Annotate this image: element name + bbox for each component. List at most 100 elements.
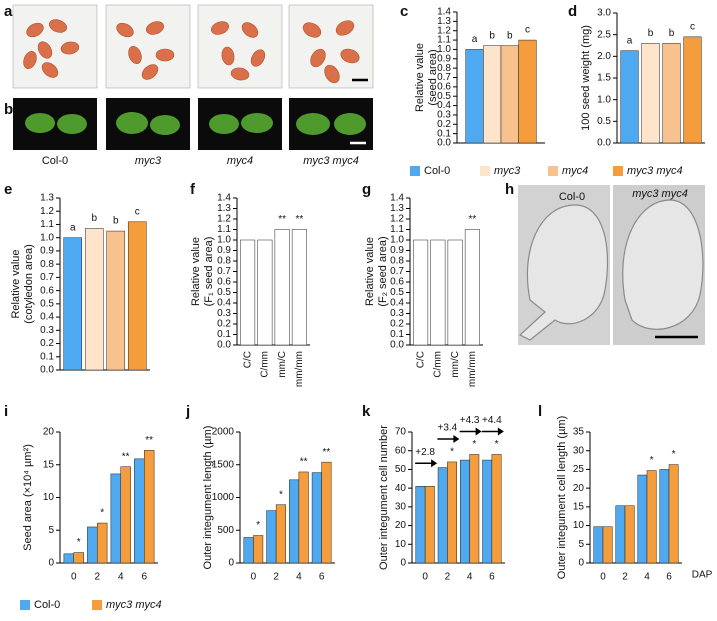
y-tick-label: 0.5 bbox=[390, 287, 404, 298]
y-tick-label: 15 bbox=[573, 501, 585, 512]
y-axis-label: (F₁ seed area) bbox=[203, 237, 215, 307]
bar bbox=[298, 471, 309, 564]
panel-label: e bbox=[4, 181, 12, 198]
y-tick-label: 40 bbox=[395, 483, 407, 494]
bar bbox=[415, 486, 426, 564]
panel-label: j bbox=[185, 403, 190, 420]
x-tick-label: 6 bbox=[319, 572, 325, 583]
bar bbox=[465, 49, 484, 144]
y-tick-label: 0.2 bbox=[217, 319, 231, 330]
y-tick-label: 1.2 bbox=[390, 214, 404, 225]
y-tick-label: 5 bbox=[48, 525, 54, 536]
y-axis-label: Seed area (×10⁴ µm²) bbox=[22, 444, 34, 551]
x-tick-label: 2 bbox=[273, 572, 279, 583]
x-tick-label: 0 bbox=[71, 572, 77, 583]
panel-label: i bbox=[4, 403, 8, 420]
panel-label: k bbox=[362, 403, 371, 420]
y-tick-label: 50 bbox=[395, 464, 407, 475]
bar bbox=[144, 450, 155, 564]
legend-swatch bbox=[410, 166, 420, 176]
y-tick-label: 0.8 bbox=[217, 256, 231, 267]
y-tick-label: 0.3 bbox=[437, 110, 451, 121]
seed-photos bbox=[12, 4, 374, 89]
y-tick-label: 1.3 bbox=[390, 203, 404, 214]
y-tick-label: 0.0 bbox=[217, 340, 231, 351]
significance-label: b bbox=[648, 28, 654, 39]
x-tick-label: 2 bbox=[94, 572, 100, 583]
y-axis-label: Relative value bbox=[414, 43, 426, 112]
panel-label: h bbox=[505, 181, 514, 198]
delta-label: +3.4 bbox=[438, 423, 458, 434]
bar bbox=[311, 472, 322, 564]
bar bbox=[253, 535, 264, 564]
bar bbox=[615, 505, 626, 564]
bar bbox=[97, 522, 108, 564]
bar bbox=[291, 229, 307, 346]
y-tick-label: 0.5 bbox=[217, 287, 231, 298]
y-axis-label: Relative value bbox=[10, 249, 22, 318]
legend-label: Col-0 bbox=[34, 599, 60, 611]
y-axis-label: (F₂ seed area) bbox=[377, 236, 389, 306]
significance-label: c bbox=[525, 25, 530, 36]
bar bbox=[464, 229, 480, 346]
y-tick-label: 0.1 bbox=[40, 351, 54, 362]
bar bbox=[87, 526, 98, 564]
y-axis-label: Outer integument length (µm) bbox=[202, 426, 214, 570]
y-tick-label: 1500 bbox=[212, 459, 235, 470]
legend-label: Col-0 bbox=[424, 165, 450, 177]
y-tick-label: 0.1 bbox=[217, 329, 231, 340]
bar bbox=[637, 474, 648, 564]
y-tick-label: 0.9 bbox=[437, 53, 451, 64]
y-tick-label: 0.7 bbox=[40, 272, 54, 283]
bar bbox=[668, 464, 679, 564]
y-tick-label: 0.1 bbox=[390, 329, 404, 340]
genotype-caption: myc3 bbox=[135, 155, 162, 167]
y-tick-label: 0.2 bbox=[40, 338, 54, 349]
y-tick-label: 1.0 bbox=[597, 94, 611, 105]
bar bbox=[483, 45, 502, 144]
x-tick-label: 4 bbox=[296, 572, 302, 583]
bar bbox=[469, 454, 480, 564]
legend-label: myc4 bbox=[562, 165, 588, 177]
bar bbox=[63, 553, 75, 564]
y-axis-label: Outer integument cell number bbox=[378, 425, 390, 570]
chart-panel: 0.00.10.20.30.40.50.60.70.80.91.01.11.21… bbox=[364, 193, 483, 387]
bar bbox=[84, 228, 104, 371]
bar bbox=[620, 50, 639, 144]
arrow-head bbox=[453, 434, 460, 443]
bar bbox=[266, 510, 277, 564]
panel-label: l bbox=[538, 403, 542, 420]
bar bbox=[240, 239, 256, 346]
significance-label: b bbox=[669, 28, 675, 39]
y-tick-label: 1.5 bbox=[597, 73, 611, 84]
significance-label: * bbox=[495, 439, 499, 450]
x-tick-label: C/mm bbox=[260, 351, 271, 378]
significance-label: b bbox=[91, 213, 97, 224]
genotype-caption: myc4 bbox=[227, 155, 253, 167]
y-tick-label: 0 bbox=[578, 558, 584, 569]
y-tick-label: 0.6 bbox=[217, 277, 231, 288]
y-tick-label: 20 bbox=[43, 427, 55, 438]
significance-label: * bbox=[472, 439, 476, 450]
bar bbox=[593, 526, 604, 564]
bar bbox=[257, 239, 273, 346]
bar bbox=[106, 230, 126, 371]
bar bbox=[321, 461, 332, 564]
x-tick-label: C/C bbox=[242, 351, 253, 368]
bar bbox=[120, 466, 131, 564]
significance-label: ** bbox=[323, 447, 331, 458]
x-tick-label: 2 bbox=[445, 572, 451, 583]
x-tick-label: 0 bbox=[422, 572, 428, 583]
significance-label: * bbox=[100, 508, 104, 519]
panel-label: c bbox=[400, 3, 408, 20]
genotype-caption: Col-0 bbox=[42, 155, 68, 167]
micrograph-label: myc3 myc4 bbox=[632, 188, 688, 200]
y-tick-label: 0.7 bbox=[217, 266, 231, 277]
y-axis-label: (seed area) bbox=[427, 49, 439, 105]
y-tick-label: 1.2 bbox=[40, 206, 54, 217]
y-tick-label: 1.1 bbox=[390, 224, 404, 235]
y-tick-label: 0.4 bbox=[217, 298, 231, 309]
